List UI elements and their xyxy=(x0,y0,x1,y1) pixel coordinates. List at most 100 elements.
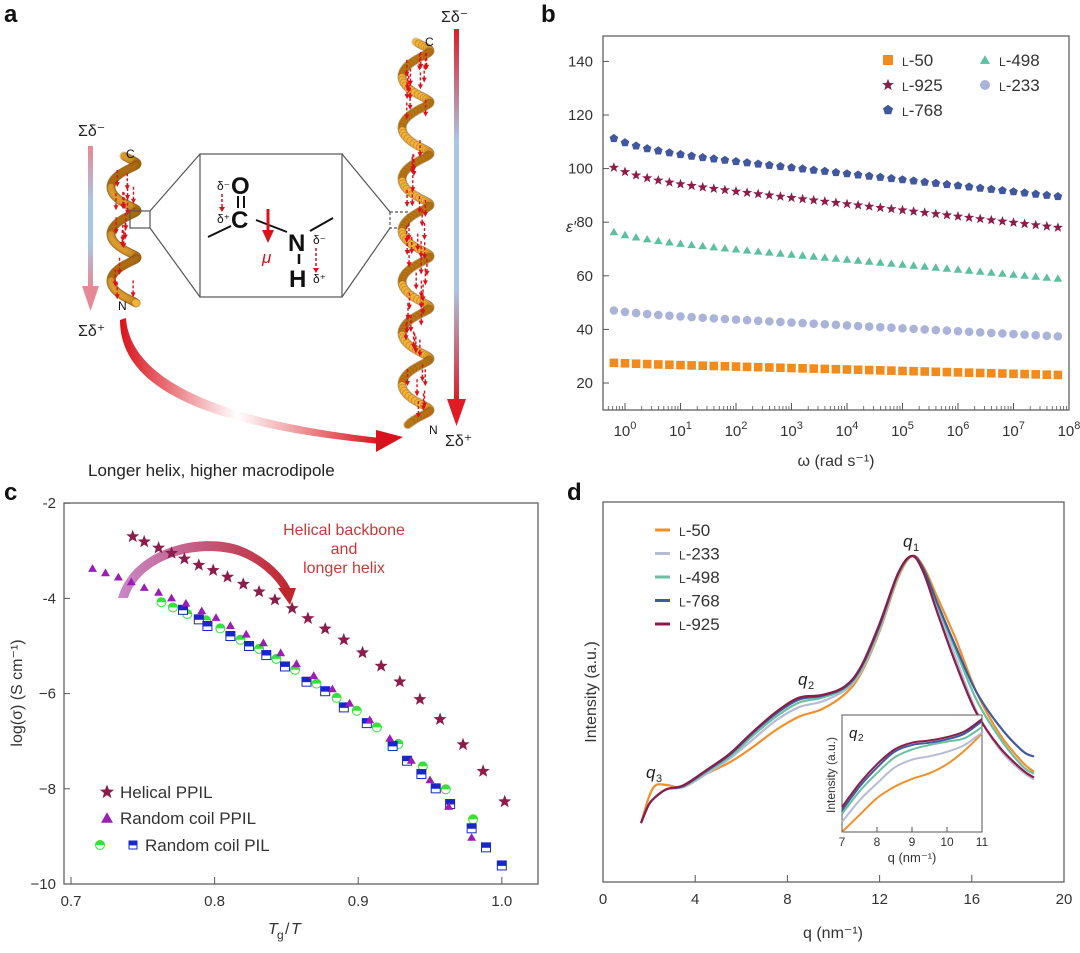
svg-text:T: T xyxy=(291,921,302,938)
legend-item-L-233: L-233 xyxy=(980,76,1040,95)
chart-c-legend: Helical PPIL Random coil PPIL Random coil … xyxy=(95,783,270,855)
data-point xyxy=(898,175,907,184)
data-point xyxy=(1009,369,1018,379)
data-point xyxy=(498,794,512,808)
data-point xyxy=(665,311,674,321)
data-point xyxy=(986,214,997,225)
data-point xyxy=(664,177,675,187)
short-helix-sigma-delta-plus: Σδ⁺ xyxy=(78,323,105,340)
legend-marker xyxy=(980,55,990,64)
data-point xyxy=(964,182,974,191)
legend-marker xyxy=(101,812,113,823)
data-point xyxy=(609,133,619,143)
dipole-arrow xyxy=(119,230,125,248)
data-point xyxy=(687,361,696,370)
data-point xyxy=(676,149,685,159)
data-point xyxy=(887,366,896,375)
dipole-arrow xyxy=(423,99,429,117)
long-helix-n-terminus: N xyxy=(429,423,438,437)
chart-c-x-tick-label: 0.9 xyxy=(348,893,369,910)
dipole-arrow xyxy=(422,222,428,240)
dipole-arrow xyxy=(417,196,423,214)
svg-text:q: q xyxy=(903,532,913,551)
data-point xyxy=(853,256,863,264)
dipole-arrow xyxy=(421,393,427,411)
data-point xyxy=(631,141,641,150)
data-point xyxy=(609,358,619,368)
long-helix-macrodipole-arrow xyxy=(447,29,466,426)
data-point xyxy=(276,648,286,657)
dipole-arrow xyxy=(410,175,416,193)
data-point xyxy=(1030,219,1041,230)
data-point xyxy=(897,204,908,215)
data-point xyxy=(665,148,674,157)
inset-x-tick-label: 8 xyxy=(874,835,881,849)
chart-d-x-tick-label: 16 xyxy=(963,891,980,908)
dipole-arrow xyxy=(412,333,418,351)
data-point xyxy=(202,621,213,632)
data-point xyxy=(642,144,652,153)
chart-c-y-tick-label: -4 xyxy=(43,590,56,607)
legend-item-L-925: L-925 xyxy=(882,76,943,95)
data-point xyxy=(731,245,741,253)
peak-label-q1: q 1 xyxy=(903,532,919,554)
panel-letter-d: d xyxy=(567,479,582,506)
data-point xyxy=(1052,222,1063,232)
legend-label: L-768 xyxy=(902,101,943,120)
dipole-arrow xyxy=(125,182,131,200)
data-point xyxy=(931,367,941,377)
data-point xyxy=(177,552,191,565)
short-helix-n-terminus: N xyxy=(118,299,127,313)
data-point xyxy=(998,369,1007,378)
data-point xyxy=(987,268,996,276)
inset-q2-label: q 2 xyxy=(849,725,864,744)
data-point xyxy=(1031,272,1040,280)
data-point xyxy=(797,193,808,204)
data-point xyxy=(154,587,164,596)
data-point xyxy=(687,240,696,249)
chart-b-x-tick-label: 107 xyxy=(1002,420,1025,440)
data-point xyxy=(165,546,179,559)
data-point xyxy=(753,362,763,372)
data-point xyxy=(642,235,652,243)
inset-line-L-498 xyxy=(841,726,983,815)
chart-d-x-tick-label: 8 xyxy=(783,891,791,908)
data-point xyxy=(620,307,630,317)
annotation-line-2: and xyxy=(331,541,358,558)
data-point xyxy=(620,230,630,239)
data-point xyxy=(920,367,929,376)
data-point xyxy=(126,529,140,543)
data-point xyxy=(631,169,642,180)
data-point xyxy=(808,194,819,205)
svg-text:q: q xyxy=(849,725,858,742)
data-point xyxy=(1020,271,1029,279)
chart-d-frame xyxy=(602,501,1065,883)
data-point xyxy=(178,604,189,615)
data-point xyxy=(609,306,619,315)
data-point xyxy=(1009,187,1018,196)
data-point xyxy=(1020,369,1029,379)
dipole-moment-arrow xyxy=(262,230,274,243)
data-point xyxy=(417,761,428,772)
dipole-arrow xyxy=(409,237,415,255)
data-point xyxy=(864,365,874,375)
data-point xyxy=(608,162,619,172)
data-point xyxy=(742,246,752,254)
dipole-arrow xyxy=(422,199,428,217)
data-point xyxy=(167,602,178,613)
legend-marker xyxy=(980,80,990,90)
dipole-arrow xyxy=(417,140,423,158)
chart-b-x-tick-label: 101 xyxy=(669,420,692,440)
data-point xyxy=(708,183,719,193)
data-point xyxy=(942,367,952,377)
chart-b-x-tick-label: 104 xyxy=(836,420,859,440)
dipole-arrow xyxy=(417,72,423,90)
data-point xyxy=(320,686,331,697)
data-point xyxy=(931,263,941,271)
dipole-arrow xyxy=(125,197,131,215)
data-point xyxy=(481,842,492,853)
data-point xyxy=(853,199,864,210)
inset-line-L-768 xyxy=(841,720,983,812)
data-point xyxy=(631,233,641,241)
